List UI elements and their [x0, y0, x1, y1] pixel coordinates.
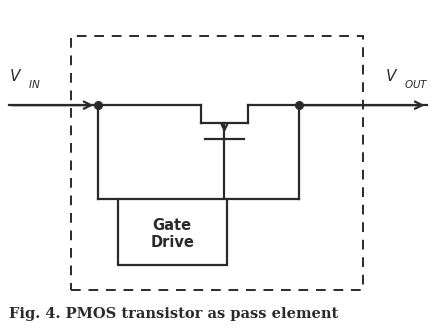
Text: Gate: Gate	[153, 218, 192, 233]
Bar	[71, 36, 363, 289]
Bar	[118, 199, 227, 265]
Text: $\mathit{V}$: $\mathit{V}$	[385, 68, 398, 84]
Text: $\mathit{IN}$: $\mathit{IN}$	[28, 78, 41, 90]
Text: Fig. 4. PMOS transistor as pass element: Fig. 4. PMOS transistor as pass element	[9, 307, 338, 321]
Text: $\mathit{V}$: $\mathit{V}$	[9, 68, 22, 84]
Text: Drive: Drive	[150, 235, 194, 249]
Text: $\mathit{OUT}$: $\mathit{OUT}$	[404, 78, 429, 90]
